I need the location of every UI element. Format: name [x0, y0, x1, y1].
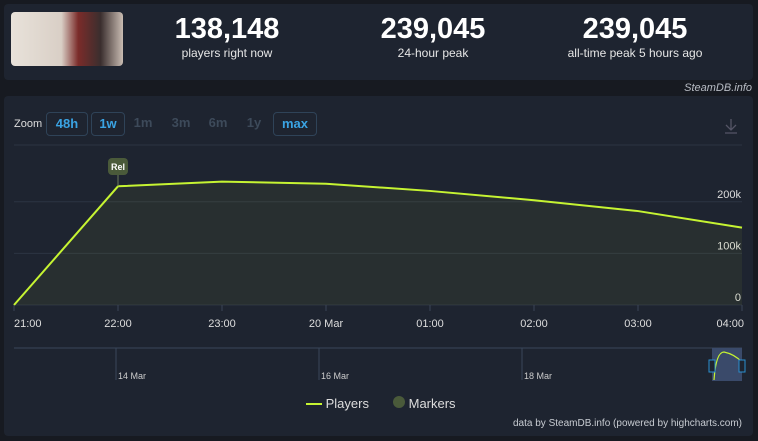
- stat-label: 24-hour peak: [397, 46, 469, 60]
- stats-header: [4, 4, 753, 80]
- navigator-series: [713, 351, 743, 381]
- zoom-1w-button[interactable]: 1w: [91, 112, 125, 136]
- x-tick-label: 02:00: [520, 318, 548, 330]
- download-icon[interactable]: [725, 119, 737, 134]
- chart-legend: Players Markers: [306, 396, 456, 411]
- zoom-1m-button[interactable]: 1m: [133, 115, 153, 130]
- zoom-max-button[interactable]: max: [273, 112, 317, 136]
- y-tick-label: 0: [735, 292, 741, 304]
- x-tick-label: 04:00: [716, 318, 744, 330]
- navigator-label: 16 Mar: [321, 371, 349, 381]
- navigator-handle-right[interactable]: [738, 359, 746, 373]
- stat-label: all-time peak 5 hours ago: [567, 46, 703, 60]
- navigator-selection[interactable]: [712, 348, 742, 381]
- marker-label: Rel: [111, 162, 125, 172]
- legend-markers[interactable]: Markers: [392, 396, 456, 411]
- stat-alltime-peak: 239,045 all-time peak 5 hours ago: [535, 12, 735, 60]
- x-tick-label: 22:00: [104, 318, 132, 330]
- legend-players[interactable]: Players: [306, 396, 369, 411]
- players-area: [14, 181, 742, 305]
- stat-label: players right now: [181, 46, 273, 60]
- release-marker[interactable]: [108, 158, 128, 175]
- stat-value: 239,045: [380, 13, 486, 45]
- navigator-label: 18 Mar: [524, 371, 552, 381]
- zoom-6m-button[interactable]: 6m: [208, 115, 228, 130]
- zoom-48h-button[interactable]: 48h: [46, 112, 88, 136]
- stat-value: 138,148: [174, 13, 280, 45]
- navigator-label: 14 Mar: [118, 371, 146, 381]
- steamdb-credit[interactable]: SteamDB.info: [684, 82, 752, 94]
- chart-credits[interactable]: data by SteamDB.info (powered by highcha…: [513, 418, 742, 429]
- legend-label: Markers: [408, 396, 456, 411]
- navigator-handle-left[interactable]: [708, 359, 716, 373]
- legend-label: Players: [325, 396, 369, 411]
- x-tick-label: 23:00: [208, 318, 236, 330]
- y-tick-label: 200k: [717, 189, 741, 201]
- zoom-1y-button[interactable]: 1y: [246, 115, 262, 130]
- y-tick-label: 100k: [717, 240, 741, 252]
- stat-24h-peak: 239,045 24-hour peak: [333, 12, 533, 60]
- stat-value: 239,045: [582, 13, 688, 45]
- players-line: [13, 180, 743, 306]
- chart-panel: [4, 96, 753, 436]
- zoom-3m-button[interactable]: 3m: [171, 115, 191, 130]
- zoom-label: Zoom: [14, 118, 43, 130]
- stat-current: 138,148 players right now: [127, 12, 327, 60]
- x-tick-label: 03:00: [624, 318, 652, 330]
- x-tick-label: 21:00: [14, 318, 42, 330]
- x-tick-label: 20 Mar: [309, 318, 344, 330]
- x-tick-label: 01:00: [416, 318, 444, 330]
- game-capsule-image: [11, 12, 123, 66]
